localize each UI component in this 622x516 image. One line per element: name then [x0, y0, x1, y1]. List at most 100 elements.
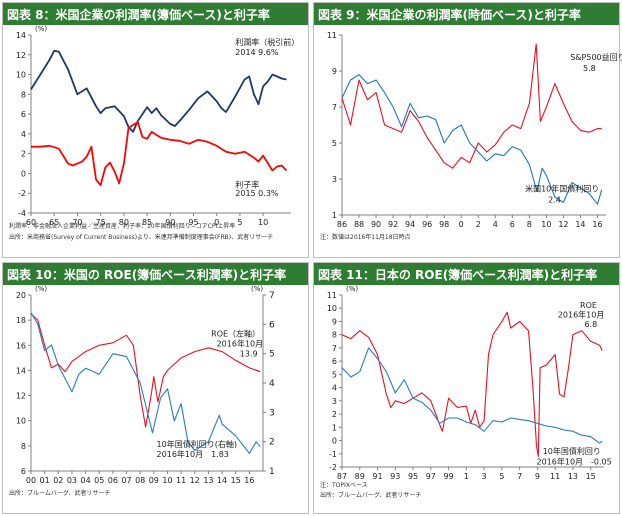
- x-tick-label: 8: [527, 220, 532, 229]
- x-tick-label: 95: [188, 218, 198, 227]
- y-right-tick-label: 4: [269, 379, 275, 389]
- x-tick-label: 01: [40, 476, 50, 485]
- x-tick-label: 10: [162, 476, 172, 485]
- y-tick-label: 10: [327, 304, 337, 313]
- y-tick-label: 20: [16, 291, 26, 300]
- annotation-label: 2014 9.6%: [235, 48, 279, 57]
- x-tick-label: 96: [422, 220, 432, 229]
- y-tick-label: 1: [332, 211, 337, 220]
- x-tick-label: 97: [426, 472, 436, 481]
- y-tick-label: 18: [16, 316, 26, 325]
- chart-10-header: 図表 10：米国の ROE(簿価ベース利潤率)と利子率: [3, 263, 308, 285]
- chart-8-title: 図表 8：米国企業の利潤率(簿価ベース)と利子率: [7, 8, 270, 22]
- chart-panel-10: 図表 10：米国の ROE(簿価ベース利潤率)と利子率 6 8 10 12 14 16 18…: [2, 262, 309, 514]
- y-right-tick-label: 6: [269, 320, 275, 330]
- annotation-label: 2015 0.3%: [235, 189, 279, 198]
- x-tick-label: 16: [592, 220, 602, 229]
- chart-8-header: 図表 8：米国企業の利潤率(簿価ベース)と利子率: [3, 3, 308, 25]
- y-tick-label: 4: [332, 384, 337, 393]
- chart-note: 出所：ブルームバーグ、武者リサーチ: [320, 491, 421, 499]
- x-tick-label: 98: [439, 220, 449, 229]
- x-tick-label: 93: [390, 472, 400, 481]
- x-tick-label: 00: [26, 476, 36, 485]
- x-tick-label: 87: [337, 472, 347, 481]
- y-tick-label: 12: [16, 392, 26, 401]
- annotation-label: 6.8: [584, 320, 597, 329]
- y-tick-label: 7: [332, 344, 337, 353]
- x-tick-label: 07: [121, 476, 131, 485]
- y-tick-label: 8: [21, 90, 26, 99]
- annotation-label: 利子率: [235, 179, 259, 189]
- chart-panel-11: 図表 11：日本の ROE(簿価ベース利潤率)と利子率 -2 -1 0 1 2 3 4 5 6 7…: [313, 262, 620, 514]
- unit-label-left: (%): [35, 285, 47, 293]
- x-tick-label: 2: [476, 220, 481, 229]
- x-tick-label: 7: [517, 472, 522, 481]
- x-tick-label: 4: [493, 220, 498, 229]
- y-tick-label: 9: [332, 317, 337, 326]
- y-right-tick-label: 2: [269, 438, 275, 448]
- x-tick-label: 75: [96, 218, 106, 227]
- y-tick-label: 2: [21, 150, 26, 159]
- annotation-label: 利潤率（税引前）: [235, 37, 299, 47]
- y-tick-label: 6: [332, 357, 337, 366]
- annotation-label: S&P500益回り: [570, 52, 622, 62]
- x-tick-label: 92: [388, 220, 398, 229]
- series-line-1: [341, 74, 603, 205]
- x-tick-label: 91: [372, 472, 382, 481]
- chart-note: 出所：米商務省(Survey of Current Business)より、米連…: [9, 233, 273, 241]
- unit-label: (%): [346, 285, 358, 293]
- chart-note: 利潤率：非金融法人企業利益／生産資産、利子率：10年国債利回り−コアCPI上昇率: [9, 222, 235, 230]
- x-tick-label: 94: [405, 220, 415, 229]
- chart-9-title: 図表 9：米国企業の利潤率(時価ベース)と利子率: [318, 8, 581, 22]
- x-tick-label: 0: [214, 218, 219, 227]
- x-tick-label: 60: [26, 218, 36, 227]
- annotation-label: ROE: [580, 301, 597, 310]
- y-tick-label: 10: [16, 71, 26, 80]
- unit-label: (%): [35, 25, 47, 33]
- x-tick-label: 1: [464, 472, 469, 481]
- chart-note: 注：TOPIXベース: [320, 481, 368, 489]
- y-tick-label: 16: [16, 341, 26, 350]
- annotation-label: 2016年10月 -0.05: [537, 456, 612, 466]
- x-tick-label: 16: [244, 476, 254, 485]
- x-tick-label: 6: [510, 220, 515, 229]
- x-tick-label: 86: [337, 220, 347, 229]
- x-tick-label: 15: [586, 472, 596, 481]
- y-right-tick-label: 7: [269, 291, 275, 301]
- x-tick-label: 95: [408, 472, 418, 481]
- series-line-0: [30, 313, 261, 428]
- series-line-0: [341, 43, 602, 169]
- unit-label-right: (%): [251, 285, 263, 293]
- annotation-label: 2.4: [548, 195, 561, 204]
- y-tick-label: 14: [16, 31, 26, 40]
- chart-9-svg: 1 3 5 7 9 11 86 88 90 92 94 96 98 0 2 4 6 8 10 12 14 16 S&P500…: [320, 31, 622, 241]
- x-tick-label: 15: [231, 476, 241, 485]
- y-tick-label: 3: [332, 175, 337, 184]
- y-tick-label: 11: [327, 291, 337, 300]
- x-tick-label: 06: [108, 476, 118, 485]
- y-tick-label: 12: [16, 51, 26, 60]
- annotation-label: 2016年10月 1.83: [157, 449, 229, 459]
- x-tick-label: 09: [149, 476, 159, 485]
- chart-8-svg: -4 -2 0 2 4 6 8 10 12 14 60 65 70 75 80 85 90 95 0 5 10 (%) 利潤…: [9, 25, 299, 241]
- chart-panel-9: 図表 9：米国企業の利潤率(時価ベース)と利子率 1 3 5 7 9 11 86 88 90 92…: [313, 2, 622, 258]
- x-tick-label: 89: [355, 472, 365, 481]
- annotation-label: 米国10年国債利回り: [525, 184, 599, 194]
- x-tick-label: 90: [165, 218, 175, 227]
- annotation-label: 2016年10月: [217, 339, 264, 349]
- annotation-label: 10年国債利回り(右軸): [157, 439, 237, 449]
- x-tick-label: 12: [558, 220, 568, 229]
- y-tick-label: 9: [332, 67, 337, 76]
- y-tick-label: 0: [21, 169, 26, 178]
- x-tick-label: 13: [203, 476, 213, 485]
- x-tick-label: 04: [80, 476, 90, 485]
- x-tick-label: 90: [371, 220, 381, 229]
- x-tick-label: 85: [142, 218, 152, 227]
- chart-9-header: 図表 9：米国企業の利潤率(時価ベース)と利子率: [314, 3, 619, 25]
- series-line-0: [341, 311, 603, 457]
- annotation-label: 5.8: [583, 64, 596, 73]
- y-tick-label: 8: [21, 442, 26, 451]
- x-tick-label: 11: [176, 476, 186, 485]
- y-tick-label: 4: [21, 130, 26, 139]
